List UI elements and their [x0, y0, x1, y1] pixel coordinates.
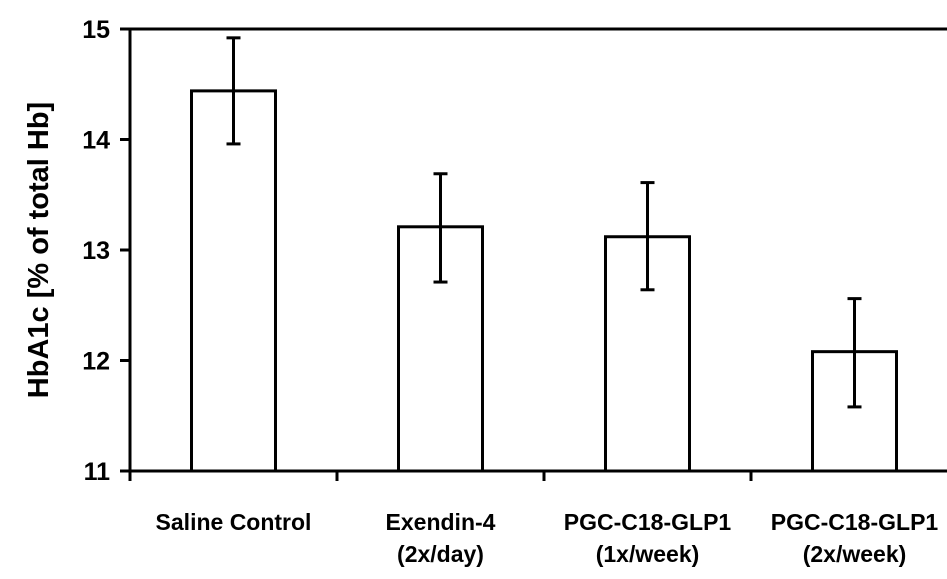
y-tick-label: 14: [82, 127, 110, 155]
x-tick-label: Exendin-4: [386, 509, 496, 535]
x-tick-label: (1x/week): [596, 541, 700, 567]
x-tick-label: PGC-C18-GLP1: [564, 509, 732, 535]
x-tick-label: (2x/day): [397, 541, 484, 567]
y-tick-label: 12: [82, 348, 110, 376]
bar: [190, 89, 277, 473]
x-tick-label: PGC-C18-GLP1: [771, 509, 939, 535]
tick-labels: 11 12 13 14 15 Saline Control Exendin-4 (2x/day…: [82, 16, 938, 567]
y-tick-label: 15: [82, 16, 110, 44]
y-axis-label: HbA1c [% of total Hb]: [23, 102, 55, 398]
x-tick-label: (2x/week): [803, 541, 907, 567]
y-tick-label: 13: [82, 237, 110, 265]
error-bars: [226, 36, 862, 409]
bars: [190, 89, 898, 473]
x-tick-label: Saline Control: [156, 509, 312, 535]
y-tick-label: 11: [84, 458, 111, 486]
